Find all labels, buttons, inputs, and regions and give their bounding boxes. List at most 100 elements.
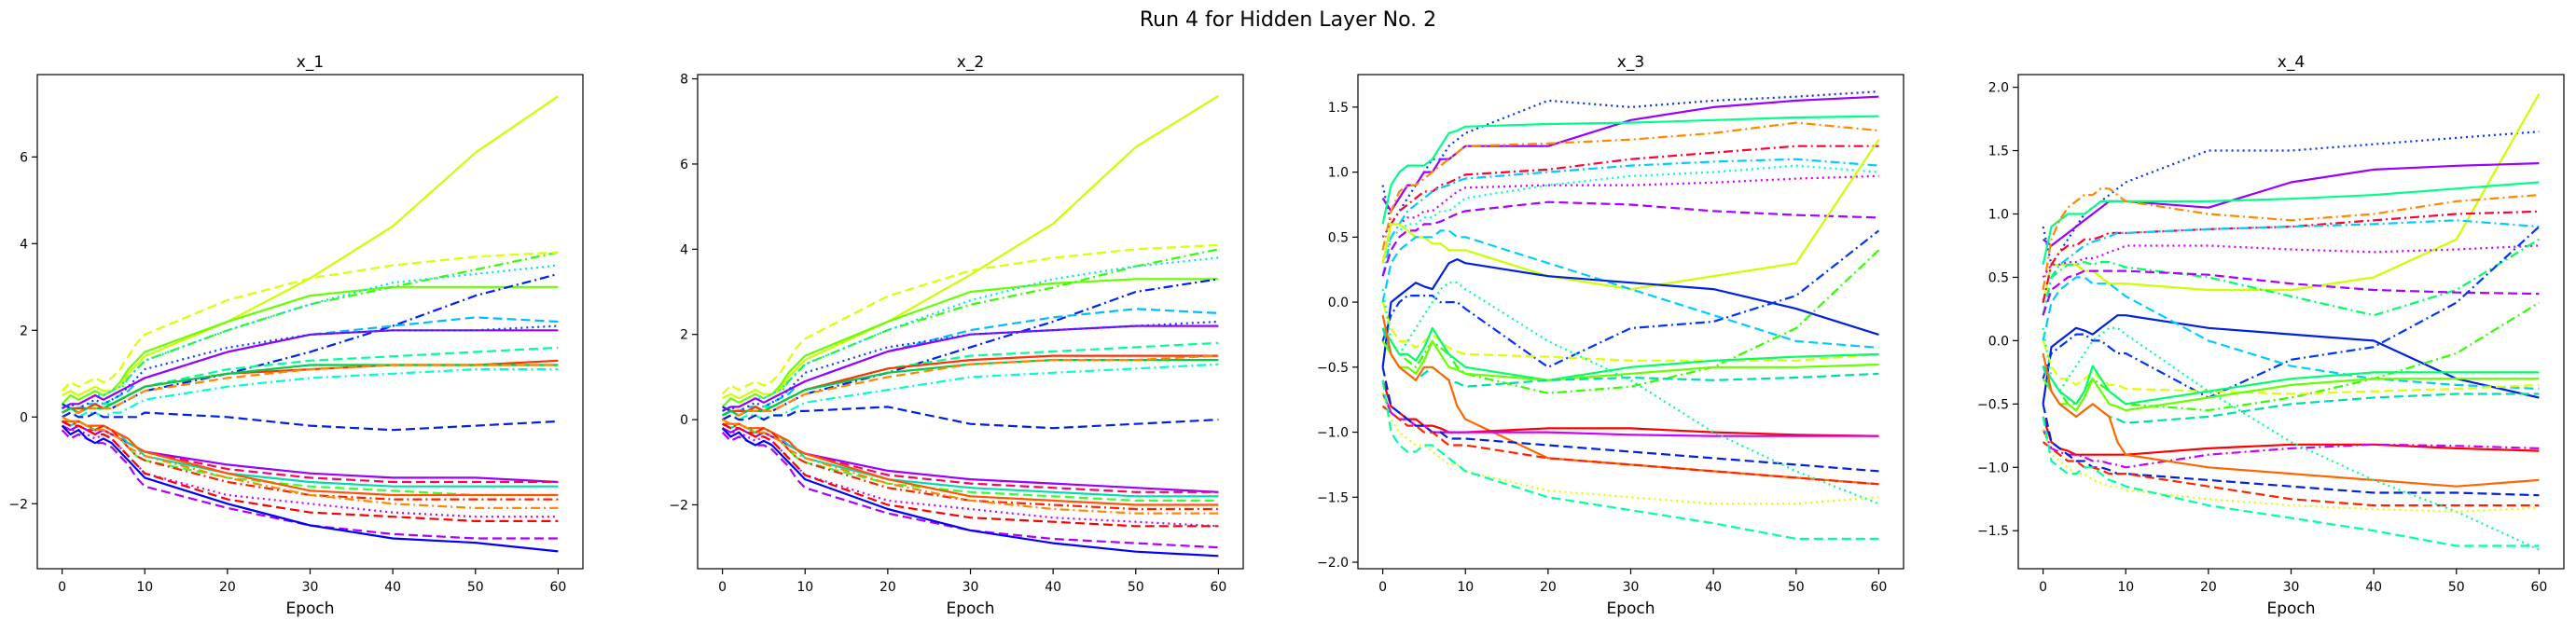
x-tick-label: 0 bbox=[718, 580, 727, 595]
y-tick-label: 4 bbox=[20, 237, 28, 252]
x-tick-label: 20 bbox=[879, 580, 896, 595]
x-axis-label: Epoch bbox=[1606, 599, 1655, 618]
series-line-1 bbox=[1381, 90, 1879, 226]
y-tick-label: 1.0 bbox=[1328, 166, 1349, 181]
series-line-9 bbox=[62, 324, 559, 410]
x-tick-label: 10 bbox=[1457, 580, 1474, 595]
y-tick-label: 0.0 bbox=[1328, 296, 1349, 310]
x-tick-label: 10 bbox=[796, 580, 813, 595]
series-line-10 bbox=[2042, 269, 2540, 316]
series-line-20 bbox=[1381, 379, 1879, 437]
series-line-2 bbox=[1381, 95, 1879, 213]
x-tick-label: 30 bbox=[302, 580, 319, 595]
y-tick-label: 1.5 bbox=[1988, 145, 2009, 159]
series-line-15 bbox=[1381, 301, 1879, 362]
x-tick-label: 20 bbox=[1540, 580, 1557, 595]
x-tick-label: 40 bbox=[1705, 580, 1722, 595]
series-line-4 bbox=[1381, 121, 1879, 251]
series-line-15 bbox=[62, 411, 559, 432]
series-line-5 bbox=[2042, 187, 2540, 291]
series-line-26 bbox=[61, 424, 559, 553]
series-line-21 bbox=[2042, 352, 2540, 488]
subplot-1: 0 10 20 30 40 50 60 −2 0 2 4 6 x_1 Epoch bbox=[8, 53, 584, 618]
x-tick-label: 30 bbox=[2283, 580, 2300, 595]
y-tick-label: 2 bbox=[680, 328, 688, 343]
y-tick-label: 4 bbox=[680, 242, 688, 257]
series-line-12 bbox=[1381, 258, 1879, 367]
x-tick-label: 0 bbox=[58, 580, 66, 595]
series-line-21 bbox=[1381, 393, 1879, 437]
series-line-23 bbox=[722, 427, 1219, 528]
series-line-14 bbox=[62, 368, 559, 419]
subplot-title: x_3 bbox=[1617, 53, 1644, 72]
series-line-11 bbox=[1381, 229, 1879, 349]
y-tick-label: 0.0 bbox=[1988, 334, 2009, 349]
series-line-19 bbox=[2042, 416, 2540, 456]
x-tick-label: 60 bbox=[1210, 580, 1226, 595]
series-line-16 bbox=[2042, 365, 2540, 406]
series-line-15 bbox=[722, 406, 1219, 430]
x-tick-label: 50 bbox=[1788, 580, 1805, 595]
y-tick-label: 8 bbox=[680, 73, 688, 88]
series-line-8 bbox=[62, 329, 559, 409]
series-line-24 bbox=[62, 420, 559, 523]
x-tick-label: 0 bbox=[1378, 580, 1387, 595]
series-line-19 bbox=[1381, 314, 1879, 486]
series-line-7 bbox=[1381, 164, 1879, 264]
y-tick-label: −1.0 bbox=[1317, 426, 1349, 441]
subplot-3: 0 10 20 30 40 50 60 −2.0 −1.5 −1.0 −0.5 0.0 0.5 1.0 1.… bbox=[1317, 53, 1904, 618]
series-line-22 bbox=[722, 419, 1219, 515]
x-tick-label: 50 bbox=[1128, 580, 1144, 595]
x-tick-label: 50 bbox=[2448, 580, 2465, 595]
series-line-14 bbox=[1381, 249, 1880, 394]
series-line-16 bbox=[1381, 326, 1879, 381]
series-line-12 bbox=[2042, 226, 2541, 399]
y-tick-label: −2 bbox=[8, 497, 28, 512]
y-tick-label: 0 bbox=[680, 413, 688, 428]
y-tick-label: 1.5 bbox=[1328, 101, 1349, 116]
series-line-4 bbox=[721, 243, 1219, 395]
series-line-1 bbox=[62, 95, 560, 397]
x-tick-label: 20 bbox=[2200, 580, 2217, 595]
series-line-6 bbox=[1381, 158, 1879, 277]
series-line-2 bbox=[61, 285, 559, 406]
series-line-26 bbox=[1381, 379, 1879, 541]
x-tick-label: 60 bbox=[2530, 580, 2547, 595]
figure-title: Run 4 for Hidden Layer No. 2 bbox=[1140, 8, 1436, 32]
series-line-24 bbox=[2042, 326, 2540, 551]
series-line-25 bbox=[61, 429, 559, 540]
series-line-9 bbox=[1381, 200, 1879, 277]
series-line-5 bbox=[722, 256, 1219, 412]
subplot-2: 0 10 20 30 40 50 60 −2 0 2 4 6 8 x_2 Epoch bbox=[669, 53, 1244, 618]
series-lines bbox=[1381, 90, 1880, 541]
x-tick-label: 20 bbox=[219, 580, 236, 595]
series-line-24 bbox=[1381, 405, 1879, 486]
series-line-8 bbox=[722, 324, 1219, 412]
series-lines bbox=[61, 95, 560, 553]
x-tick-label: 30 bbox=[1623, 580, 1640, 595]
x-tick-label: 10 bbox=[136, 580, 153, 595]
series-line-10 bbox=[1381, 139, 1880, 291]
series-line-2 bbox=[2042, 92, 2541, 303]
series-line-14 bbox=[722, 363, 1219, 421]
series-line-25 bbox=[2042, 429, 2540, 513]
series-line-15 bbox=[2042, 340, 2540, 395]
y-tick-label: −0.5 bbox=[1317, 361, 1349, 376]
series-line-13 bbox=[1381, 229, 1880, 368]
subplot-title: x_2 bbox=[957, 53, 984, 72]
series-line-9 bbox=[722, 320, 1219, 412]
series-line-20 bbox=[2042, 429, 2540, 469]
x-tick-label: 40 bbox=[384, 580, 401, 595]
series-lines bbox=[2042, 92, 2541, 551]
series-line-1 bbox=[2042, 131, 2540, 266]
y-tick-label: −1.0 bbox=[1977, 461, 2009, 475]
series-line-17 bbox=[1381, 339, 1879, 381]
y-tick-label: 0.5 bbox=[1988, 270, 2009, 285]
y-tick-label: 2.0 bbox=[1988, 81, 2009, 96]
y-tick-label: 1.0 bbox=[1988, 207, 2009, 222]
series-line-7 bbox=[2042, 219, 2540, 316]
series-line-14 bbox=[2042, 276, 2540, 391]
series-line-22 bbox=[1381, 366, 1879, 473]
